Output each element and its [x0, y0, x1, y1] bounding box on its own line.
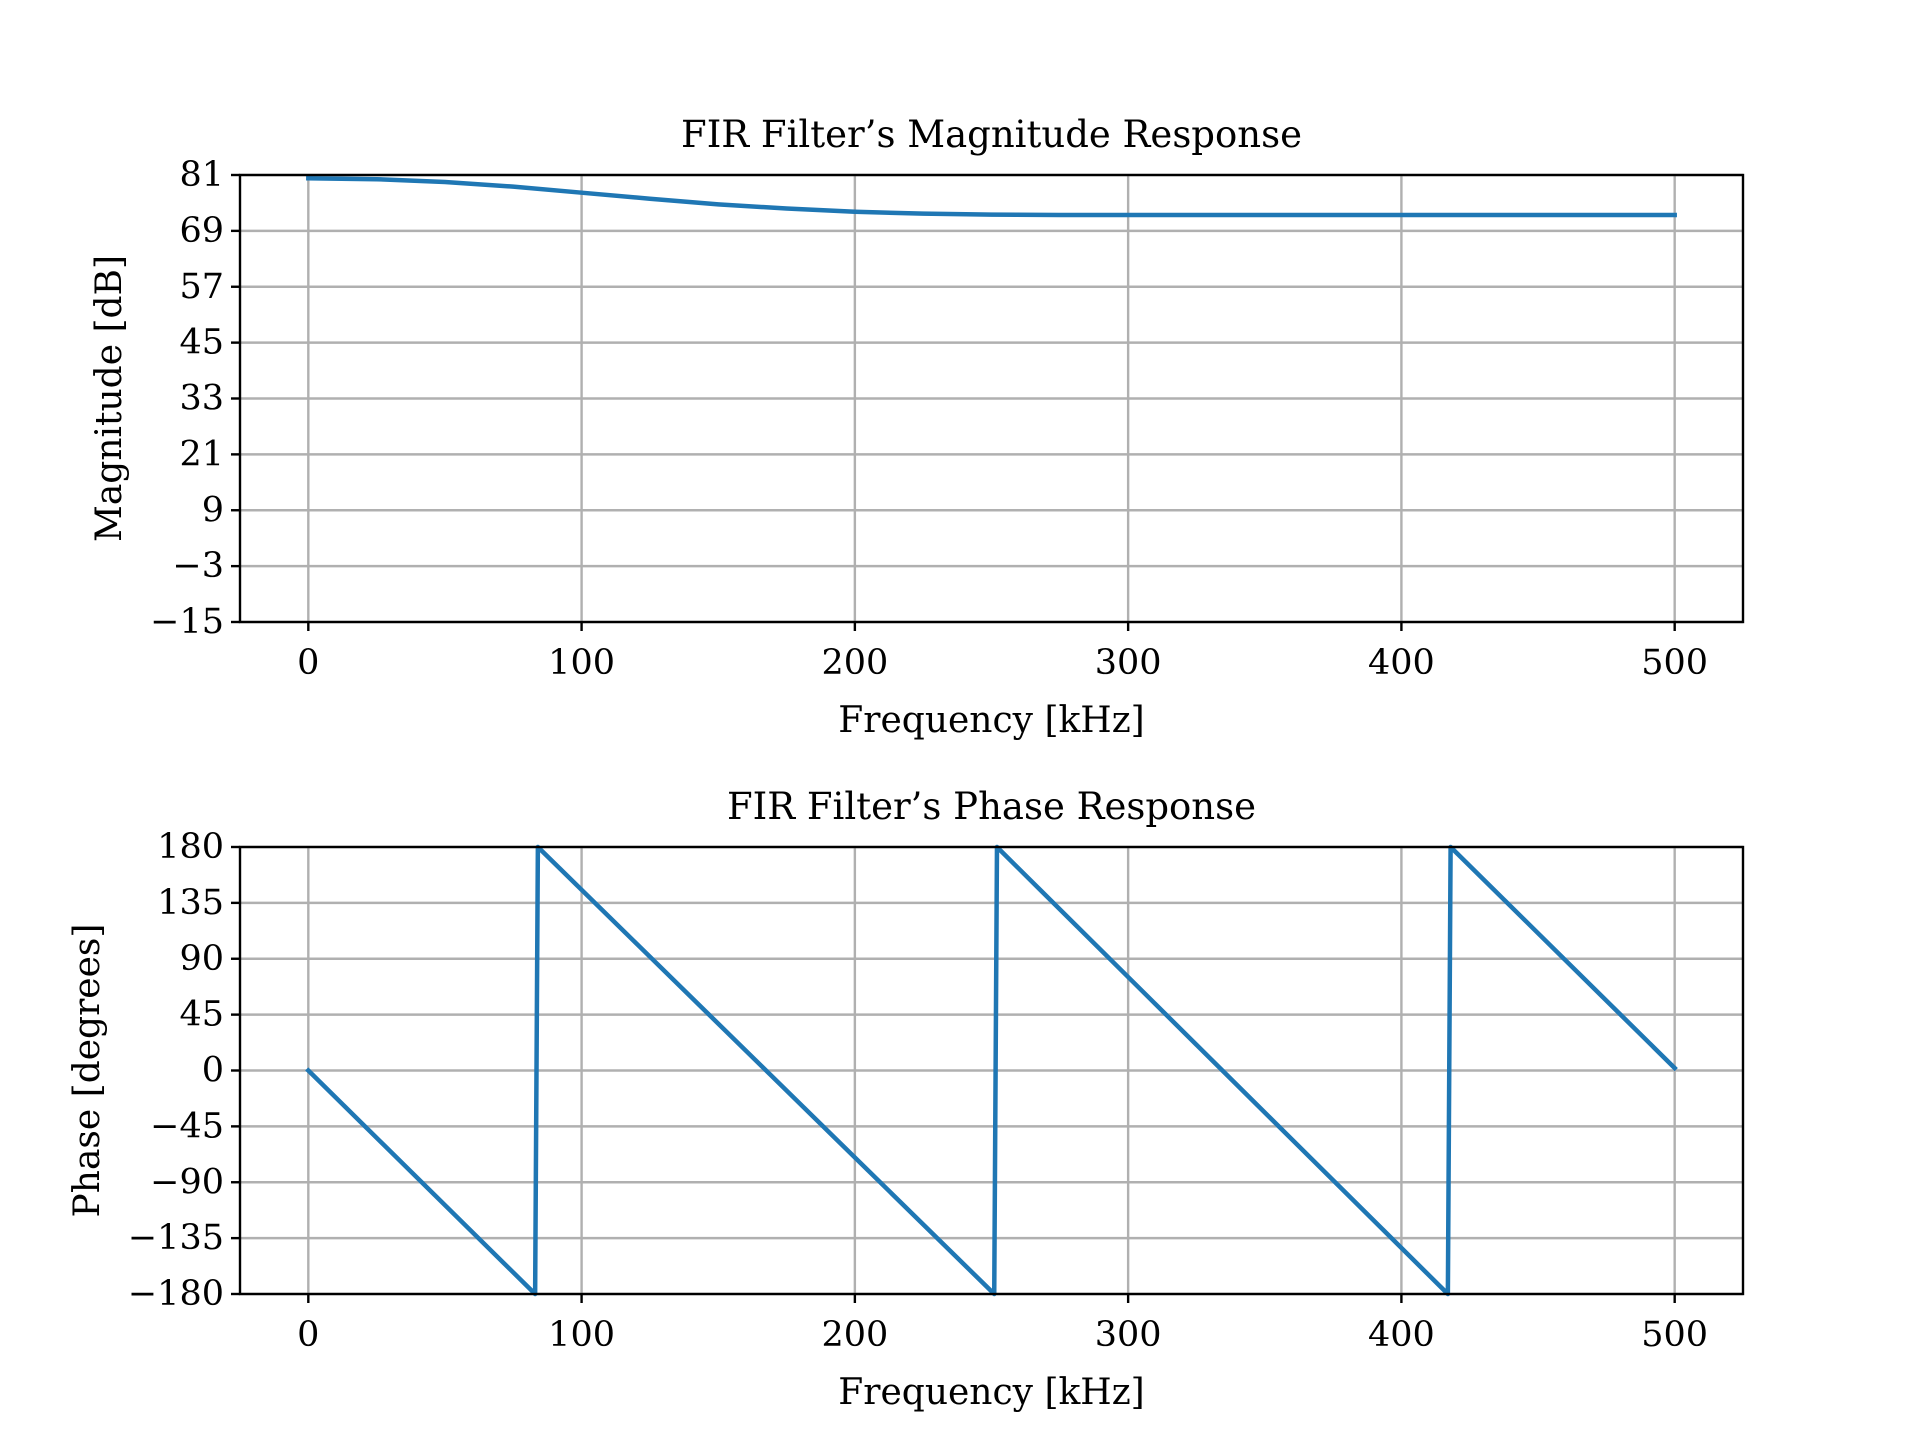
phase-plot-xlabel: Frequency [kHz]	[838, 1372, 1144, 1413]
phase-plot-xtick-label: 400	[1368, 1315, 1435, 1355]
magnitude-plot-ytick-label: 57	[179, 267, 224, 307]
magnitude-plot-ytick-label: −15	[150, 602, 224, 642]
magnitude-plot-title: FIR Filter’s Magnitude Response	[681, 113, 1302, 156]
magnitude-plot-xtick-label: 100	[548, 643, 615, 683]
phase-plot-ytick-label: −45	[150, 1106, 224, 1146]
phase-plot-ytick-label: 180	[157, 827, 224, 867]
magnitude-plot-xtick-label: 400	[1368, 643, 1435, 683]
magnitude-plot-ytick-label: 9	[202, 490, 224, 530]
magnitude-plot: 0 100 200 300 400 500 −15 −3 9 21 33 45 57 69 81 FIR Fi…	[89, 113, 1745, 741]
magnitude-plot-ytick-label: 33	[179, 379, 224, 419]
phase-plot: 0 100 200 300 400 500 −180 −135 −90 −45 0 45 90 135 18…	[67, 785, 1745, 1413]
phase-plot-xtick-label: 300	[1095, 1315, 1162, 1355]
magnitude-plot-ytick-label: −3	[172, 546, 224, 586]
phase-plot-ytick-label: 90	[179, 939, 224, 979]
phase-plot-ytick-label: −90	[150, 1162, 224, 1202]
phase-plot-ticks: 0 100 200 300 400 500 −180 −135 −90 −45 0 45 90 135 18…	[128, 827, 1708, 1355]
magnitude-plot-ytick-label: 69	[179, 211, 224, 251]
phase-plot-xtick-label: 200	[821, 1315, 888, 1355]
magnitude-plot-xtick-label: 300	[1095, 643, 1162, 683]
magnitude-plot-xtick-label: 200	[821, 643, 888, 683]
magnitude-plot-ytick-label: 21	[179, 434, 224, 474]
magnitude-plot-grid	[240, 173, 1743, 624]
magnitude-plot-xlabel: Frequency [kHz]	[838, 700, 1144, 741]
magnitude-plot-ticks: 0 100 200 300 400 500 −15 −3 9 21 33 45 57 69 81	[150, 155, 1708, 683]
magnitude-plot-ylabel: Magnitude [dB]	[89, 255, 130, 542]
magnitude-plot-ytick-label: 45	[179, 323, 224, 363]
phase-plot-ytick-label: −135	[128, 1218, 224, 1258]
phase-plot-xtick-label: 500	[1641, 1315, 1708, 1355]
magnitude-plot-xtick-label: 500	[1641, 643, 1708, 683]
phase-plot-ylabel: Phase [degrees]	[67, 924, 108, 1218]
phase-plot-title: FIR Filter’s Phase Response	[727, 785, 1256, 828]
phase-plot-axes-frame	[238, 845, 1745, 1296]
phase-plot-series-line	[305, 844, 1678, 1297]
magnitude-plot-ytick-label: 81	[179, 155, 224, 195]
phase-plot-ytick-label: 45	[179, 995, 224, 1035]
phase-plot-ytick-label: −180	[128, 1274, 224, 1314]
phase-plot-xtick-label: 100	[548, 1315, 615, 1355]
magnitude-plot-axes-frame	[238, 173, 1745, 624]
phase-plot-ytick-label: 0	[202, 1051, 224, 1091]
phase-plot-ytick-label: 135	[157, 883, 224, 923]
magnitude-plot-xtick-label: 0	[297, 643, 319, 683]
magnitude-plot-series-line	[306, 175, 1677, 218]
phase-plot-xtick-label: 0	[297, 1315, 319, 1355]
